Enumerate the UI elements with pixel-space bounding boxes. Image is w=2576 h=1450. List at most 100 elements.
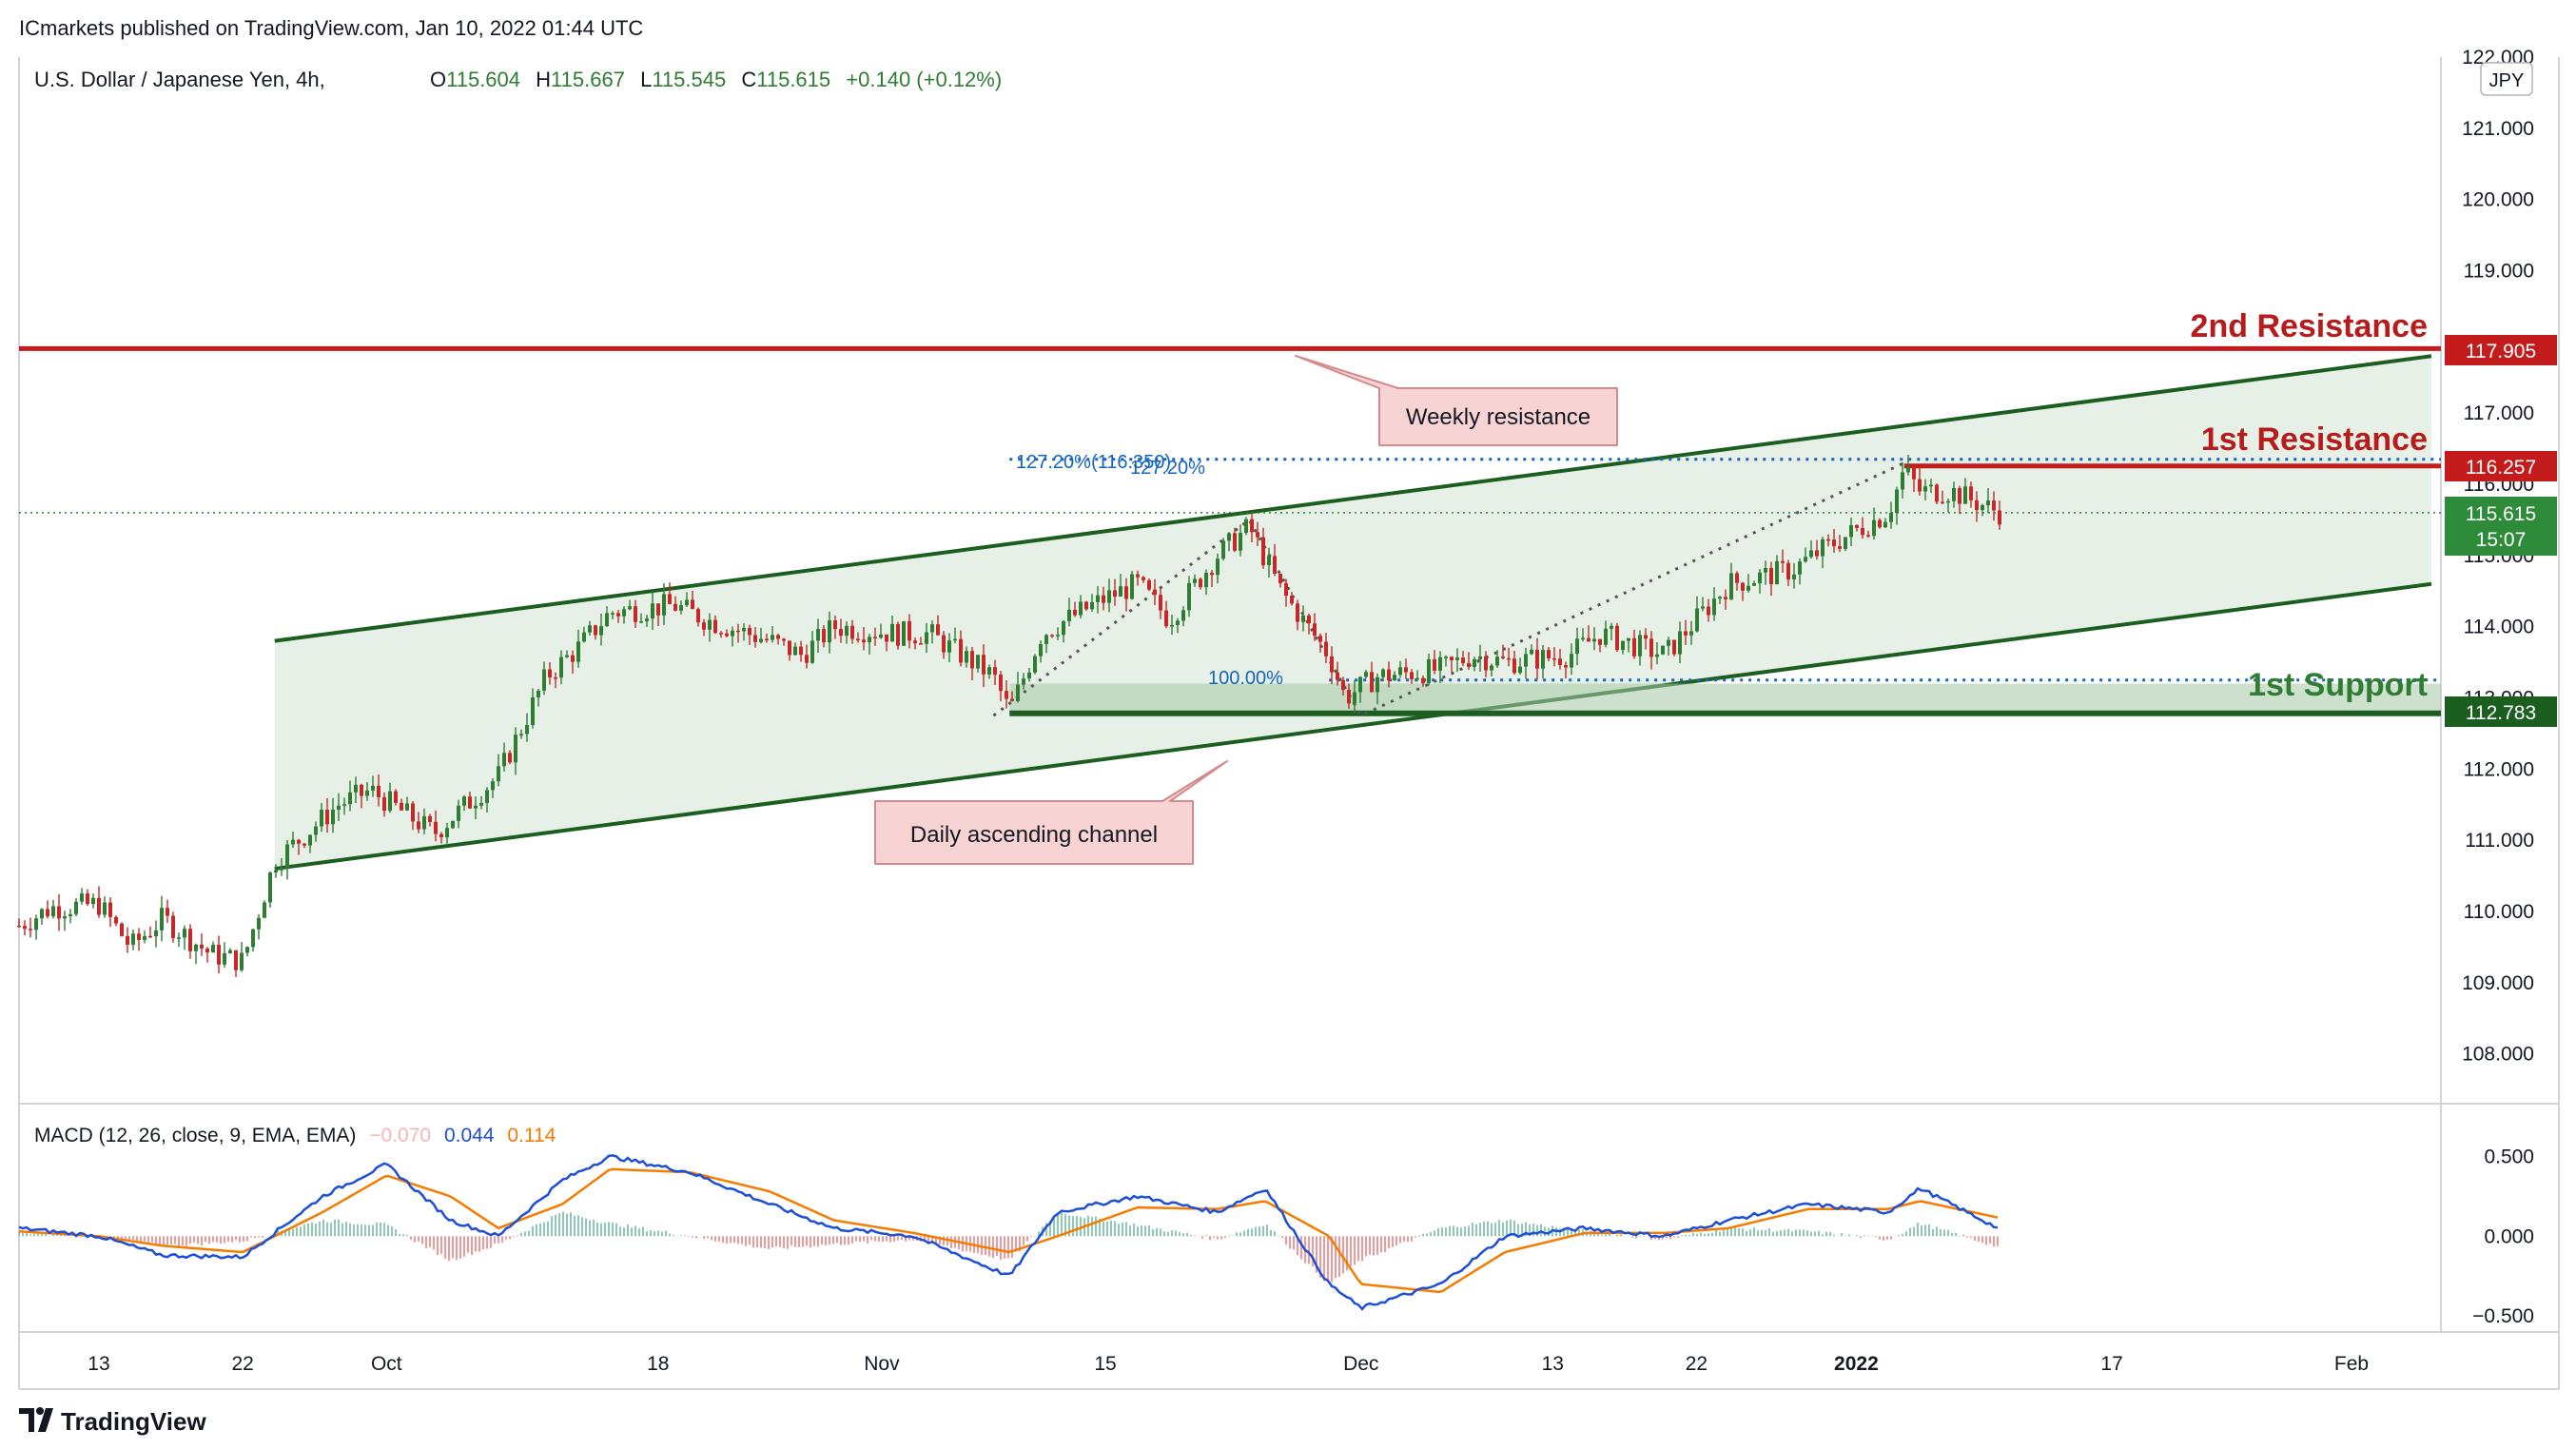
candle [57,893,61,931]
candle [925,622,928,654]
candle [965,646,968,668]
candle [120,922,124,937]
candle [417,812,420,833]
candle [771,626,774,643]
candle [1056,627,1060,640]
candle [285,839,289,880]
candle [1136,570,1140,586]
candle [1866,530,1870,539]
candle [1992,491,1996,521]
candle [868,634,871,655]
candle [982,644,986,688]
candle [708,613,712,642]
candle [1296,599,1299,631]
candle [1786,559,1790,586]
candle [993,659,997,686]
candle [1969,481,1973,508]
candle [1610,622,1613,641]
candle [519,729,523,739]
candle [525,713,529,742]
candle [394,789,398,806]
candle [1187,576,1191,617]
candle [1124,578,1128,612]
candle [1975,491,1979,522]
candle [1455,648,1459,673]
candle [885,634,888,652]
candle [29,917,32,938]
price-axis[interactable]: 122.000121.000120.000119.000118.000117.0… [2462,47,2534,1066]
candle [1638,630,1642,666]
time-axis-label: 17 [2100,1353,2122,1375]
candle [1404,658,1408,679]
candle [776,634,780,645]
candle [1473,656,1476,672]
candle [342,797,346,815]
candle [491,778,495,798]
candle [1227,532,1231,552]
candle [1050,634,1054,638]
candle [457,799,460,829]
candle [1393,671,1396,681]
candle [1284,578,1288,607]
candle [1398,660,1402,678]
resistance1-price-tag: 116.257 [2445,451,2557,481]
candle [1701,597,1705,612]
candle [685,592,689,608]
candle [1832,528,1836,553]
candle [691,590,694,610]
pane-frames [18,57,2560,1390]
candle [1684,619,1688,645]
price-axis-label: 117.000 [2464,402,2534,424]
candle [919,637,923,645]
candle [91,893,95,909]
candle [268,871,272,908]
candle [1273,543,1277,577]
candle [160,895,164,942]
candle [502,742,506,772]
candle [713,615,717,635]
time-axis[interactable]: 13 22 Oct 18 Nov 15 Dec 13 22 2022 17 Feb [88,1353,2369,1375]
candle [1147,578,1151,592]
candle [205,947,209,963]
candle [1507,647,1511,667]
price-axis-label: 120.000 [2462,189,2534,211]
currency-button[interactable]: JPY [2480,62,2533,96]
candle [1644,628,1648,650]
candle [788,640,791,661]
candle [902,620,906,647]
candle [291,832,295,849]
second-resistance-label: 2nd Resistance [2191,308,2428,344]
candle [228,948,232,954]
price-axis-label: 112.000 [2464,758,2534,780]
candle [1033,654,1037,675]
candle [377,774,381,807]
candle [805,644,809,669]
candle [1849,518,1853,546]
candle [434,810,438,842]
candle [1016,672,1020,703]
candle [639,613,643,624]
candle [845,621,849,644]
fib-100-label: 100.00% [1208,668,1283,689]
candle [1798,558,1802,585]
candle [622,606,626,624]
candle [1587,625,1590,642]
candle [166,899,169,924]
candle [1552,647,1556,667]
candle [822,625,826,648]
candle [679,600,683,615]
candle [1958,485,1961,515]
candle [1598,638,1602,653]
candle [1735,571,1739,591]
symbol-title[interactable]: U.S. Dollar / Japanese Yen, 4h, [34,68,325,91]
candle [1027,667,1031,682]
candle [422,808,426,834]
channel-fill [274,356,2431,870]
candle [1712,587,1716,621]
candle [1278,573,1282,588]
candle [1946,498,1950,513]
ohlc-legend: O115.604 H115.667 L115.545 C115.615 +0.1… [430,68,1002,91]
candle [1872,507,1876,540]
candle [428,813,432,827]
candle [1336,661,1339,686]
